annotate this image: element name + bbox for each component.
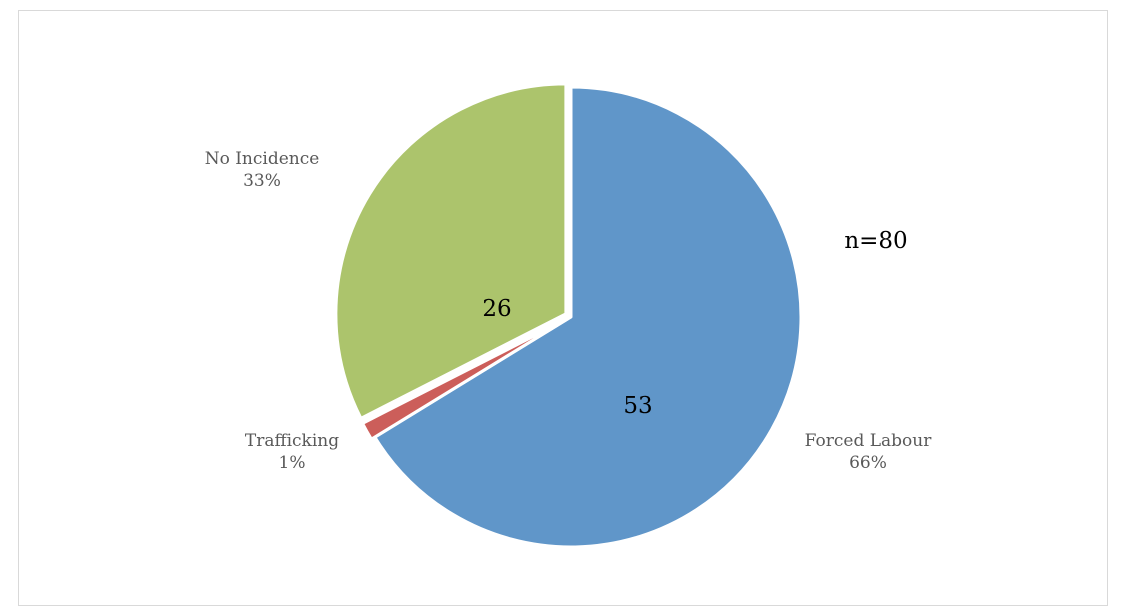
category-percent-no-incidence: 33% — [243, 171, 281, 191]
count-label-no-incidence: 26 — [482, 296, 511, 322]
slice-forced-labour — [373, 85, 803, 549]
count-label-forced-labour: 53 — [623, 393, 652, 419]
slice-no-incidence — [334, 82, 568, 420]
category-name-forced-labour: Forced Labour — [805, 431, 933, 451]
category-label-forced-labour: Forced Labour 66% — [805, 431, 933, 473]
category-label-no-incidence: No Incidence 33% — [205, 149, 320, 191]
category-percent-forced-labour: 66% — [849, 453, 887, 473]
pie-slices — [334, 82, 803, 549]
slice-trafficking — [361, 317, 570, 441]
category-percent-trafficking: 1% — [279, 453, 306, 473]
pie-labels: 53 Forced Labour 66% Trafficking 1% 26 No Inci… — [205, 149, 933, 473]
category-name-trafficking: Trafficking — [245, 431, 339, 451]
sample-size-annotation: n=80 — [844, 228, 907, 254]
category-label-trafficking: Trafficking 1% — [245, 431, 339, 473]
category-name-no-incidence: No Incidence — [205, 149, 320, 169]
